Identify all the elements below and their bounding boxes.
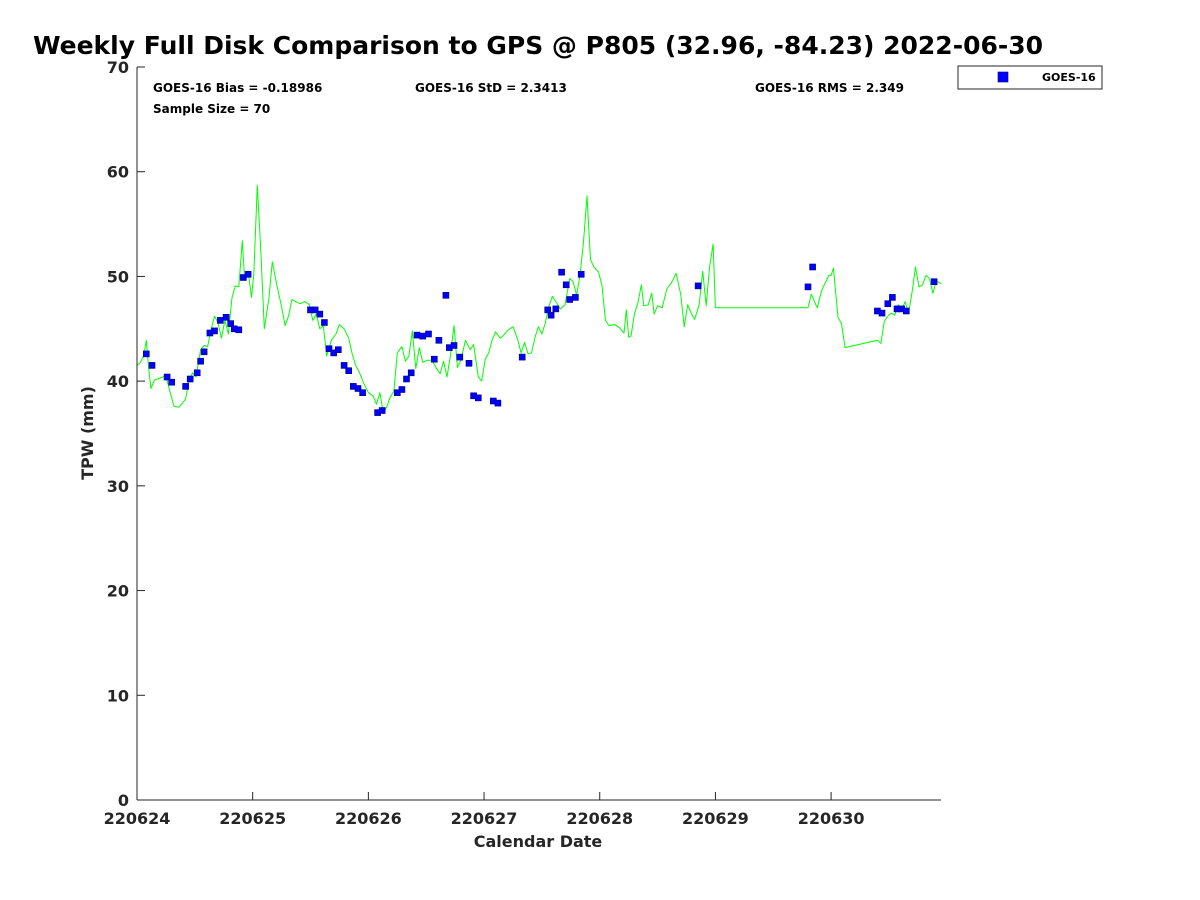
goes-data-point [325,345,333,353]
goes-data-point [168,378,175,386]
x-tick-label: 220626 [335,809,402,828]
legend: GOES-16 [957,65,1103,90]
y-tick-label: 0 [118,791,129,810]
goes-data-point [211,327,218,335]
y-tick-label: 40 [107,372,129,391]
goes-data-point [378,407,386,414]
goes-data-point [930,278,938,286]
goes-data-point [425,330,432,338]
goes-data-point [340,362,348,369]
y-tick-label: 30 [107,477,129,496]
x-tick-label: 220625 [219,809,286,828]
y-tick-label: 10 [107,686,129,705]
goes-data-point [334,346,342,354]
sample-size-stat: Sample Size = 70 [153,102,270,116]
goes-data-point [163,373,171,381]
goes-data-point [311,306,319,314]
chart-title: Weekly Full Disk Comparison to GPS @ P80… [33,31,1043,60]
y-tick-label: 60 [107,163,129,182]
goes-data-point [566,296,574,303]
goes-data-point [558,268,565,276]
goes-data-point [552,305,560,313]
goes-data-point [878,309,886,317]
goes-data-point [577,270,585,278]
x-tick-label: 220627 [451,809,518,828]
goes-data-point [494,399,502,407]
goes-data-point [143,350,150,358]
y-tick-label: 20 [107,582,129,601]
goes-data-point [200,348,208,356]
goes-data-point [398,386,406,393]
goes-data-point [345,367,353,375]
x-tick-label: 220628 [566,809,633,828]
goes-data-point [889,294,896,301]
goes-data-point [694,282,702,290]
goes-data-point [474,394,482,402]
x-axis-ticks: 220624 220625 220626 220627 220628 220629 2206… [104,792,865,828]
x-tick-label: 220629 [682,809,749,828]
goes-data-point [450,342,458,349]
rms-stat: GOES-16 RMS = 2.349 [755,81,904,95]
goes-data-point [321,319,328,326]
goes-data-point [193,369,201,377]
goes-data-point [430,355,438,363]
goes-data-point [217,317,224,324]
goes-data-point [442,291,450,299]
goes-data-point [222,313,230,321]
y-axis-ticks: 0 10 20 30 40 50 60 70 [107,58,145,810]
goes-data-point [419,332,427,340]
goes-data-point [572,294,579,301]
goes-series [143,263,938,416]
std-stat: GOES-16 StD = 2.3413 [415,81,567,95]
goes-data-point [544,306,552,314]
goes-data-point [148,362,156,369]
goes-data-point [456,353,464,361]
goes-data-point [902,307,910,315]
goes-data-point [403,375,410,383]
bias-stat: GOES-16 Bias = -0.18986 [153,81,322,95]
legend-box [957,65,1103,90]
goes-data-point [359,389,366,397]
goes-data-point [316,310,324,318]
goes-data-point [235,326,243,334]
goes-data-point [244,270,252,278]
goes-data-point [804,283,812,291]
y-tick-label: 50 [107,267,129,286]
goes-data-point [407,369,415,377]
x-tick-label: 220624 [104,809,171,828]
goes-data-point [884,300,892,308]
goes-data-point [413,331,421,339]
x-tick-label: 220630 [798,809,865,828]
legend-marker-goes [997,71,1009,83]
y-tick-label: 70 [107,58,129,77]
legend-label-goes: GOES-16 [1042,71,1096,84]
goes-data-point [435,336,443,344]
plot-area: 220624 220625 220626 220627 220628 220629 2206… [104,58,942,828]
y-axis-label: TPW (mm) [78,386,97,480]
goes-data-point [182,383,189,390]
goes-data-point [518,353,526,361]
goes-data-point [186,375,194,383]
x-axis-label: Calendar Date [474,832,603,851]
goes-data-point [227,320,234,327]
goes-data-point [354,385,362,392]
goes-data-point [547,311,555,319]
goes-data-point [197,357,204,365]
goes-data-point [465,359,473,367]
goes-data-point [562,281,570,289]
goes-data-point [809,263,816,271]
